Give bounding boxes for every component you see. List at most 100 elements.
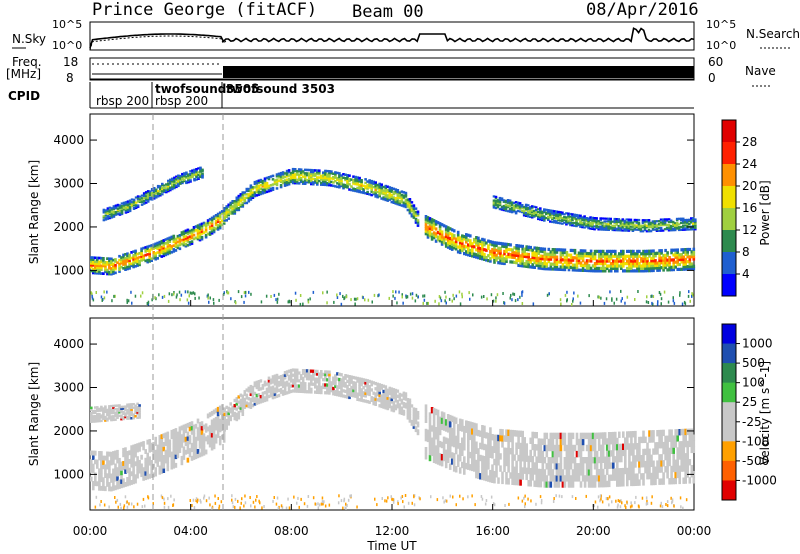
ground-scatter-cell bbox=[207, 294, 209, 297]
range-cell bbox=[523, 461, 526, 467]
range-cell bbox=[574, 249, 577, 252]
range-cell bbox=[515, 449, 518, 455]
ground-scatter-cell bbox=[396, 301, 398, 304]
range-cell bbox=[515, 467, 518, 473]
range-cell bbox=[463, 432, 466, 438]
range-cell bbox=[417, 411, 420, 414]
range-cell bbox=[397, 390, 400, 393]
ground-scatter-cell bbox=[185, 290, 187, 293]
ground-scatter-cell bbox=[648, 301, 650, 304]
ground-scatter-cell bbox=[266, 295, 268, 298]
ground-scatter-cell bbox=[241, 295, 243, 298]
range-cell bbox=[594, 481, 597, 487]
colorbar-tick-label: 28 bbox=[742, 135, 757, 149]
range-cell bbox=[519, 461, 522, 467]
range-cell bbox=[544, 457, 547, 463]
range-cell bbox=[120, 470, 123, 475]
ground-scatter-cell bbox=[101, 296, 103, 299]
range-cell bbox=[133, 199, 136, 201]
range-cell bbox=[473, 435, 476, 441]
range-cell bbox=[694, 218, 697, 220]
ground-scatter-cell bbox=[207, 297, 209, 300]
ground-scatter-cell bbox=[181, 294, 183, 297]
range-cell bbox=[580, 451, 583, 457]
range-cell bbox=[525, 443, 528, 449]
ground-scatter-cell bbox=[389, 297, 391, 300]
range-cell bbox=[415, 408, 418, 411]
ground-scatter-cell bbox=[336, 294, 338, 297]
range-cell bbox=[193, 429, 196, 434]
ground-scatter-cell bbox=[573, 292, 575, 295]
y-tick-label: 2000 bbox=[53, 220, 84, 234]
ground-scatter-cell bbox=[566, 291, 568, 294]
range-cell bbox=[425, 417, 428, 423]
range-cell bbox=[104, 486, 107, 491]
ground-scatter-cell bbox=[103, 290, 105, 293]
ground-scatter-cell bbox=[572, 300, 574, 303]
range-cell bbox=[100, 469, 103, 474]
range-cell bbox=[487, 463, 490, 469]
y-tick-label: 1000 bbox=[53, 263, 84, 277]
range-cell bbox=[443, 412, 446, 418]
range-cell bbox=[106, 478, 109, 483]
range-cell bbox=[411, 404, 414, 407]
range-cell bbox=[167, 432, 170, 437]
range-cell bbox=[511, 436, 514, 442]
range-cell bbox=[574, 445, 577, 451]
range-cell bbox=[425, 411, 428, 417]
range-cell bbox=[584, 481, 587, 487]
ground-scatter-cell bbox=[461, 293, 463, 296]
range-cell bbox=[90, 459, 93, 464]
range-cell bbox=[560, 457, 563, 463]
ground-scatter-cell bbox=[424, 294, 426, 297]
range-cell bbox=[455, 418, 458, 424]
range-cell bbox=[531, 474, 534, 480]
ground-scatter-cell bbox=[91, 295, 93, 298]
beam-title: Beam 00 bbox=[352, 2, 424, 22]
cpid-entry-1: rbsp 200 bbox=[96, 94, 149, 108]
ground-scatter-cell bbox=[354, 298, 356, 301]
range-cell bbox=[134, 250, 137, 253]
range-cell bbox=[100, 473, 103, 478]
range-cell bbox=[521, 204, 524, 206]
ground-scatter-cell bbox=[497, 293, 499, 296]
ground-scatter-cell bbox=[459, 290, 461, 293]
range-cell bbox=[558, 481, 561, 487]
range-cell bbox=[161, 193, 164, 195]
range-cell bbox=[556, 256, 559, 259]
ground-scatter-cell bbox=[188, 302, 190, 305]
ground-scatter-cell bbox=[627, 296, 629, 299]
range-cell bbox=[108, 465, 111, 470]
range-cell bbox=[463, 468, 466, 474]
ground-scatter-cell bbox=[154, 296, 156, 299]
range-cell bbox=[501, 472, 504, 478]
ground-scatter-cell bbox=[198, 297, 200, 300]
ground-scatter-cell bbox=[218, 299, 220, 302]
range-cell bbox=[609, 218, 612, 220]
range-cell bbox=[167, 458, 170, 463]
range-cell bbox=[477, 448, 480, 454]
range-cell bbox=[169, 444, 172, 449]
range-cell bbox=[525, 449, 528, 455]
range-cell bbox=[693, 248, 696, 251]
ground-scatter-cell bbox=[653, 295, 655, 298]
range-cell bbox=[495, 465, 498, 471]
range-cell bbox=[102, 257, 105, 260]
range-cell bbox=[576, 433, 579, 439]
ground-scatter-cell bbox=[322, 291, 324, 294]
ground-scatter-cell bbox=[374, 294, 376, 297]
range-cell bbox=[495, 196, 498, 198]
range-cell bbox=[370, 388, 373, 391]
ground-scatter-cell bbox=[415, 299, 417, 302]
range-cell bbox=[582, 469, 585, 475]
range-cell bbox=[457, 430, 460, 436]
ground-scatter-cell bbox=[173, 293, 175, 296]
range-cell bbox=[572, 433, 575, 439]
noise-sky-line bbox=[90, 28, 694, 48]
range-cell bbox=[590, 469, 593, 475]
colorbar-tick-label: 8 bbox=[742, 245, 750, 259]
range-cell bbox=[513, 454, 516, 460]
ground-scatter-cell bbox=[441, 299, 443, 302]
ground-scatter-cell bbox=[673, 296, 675, 299]
